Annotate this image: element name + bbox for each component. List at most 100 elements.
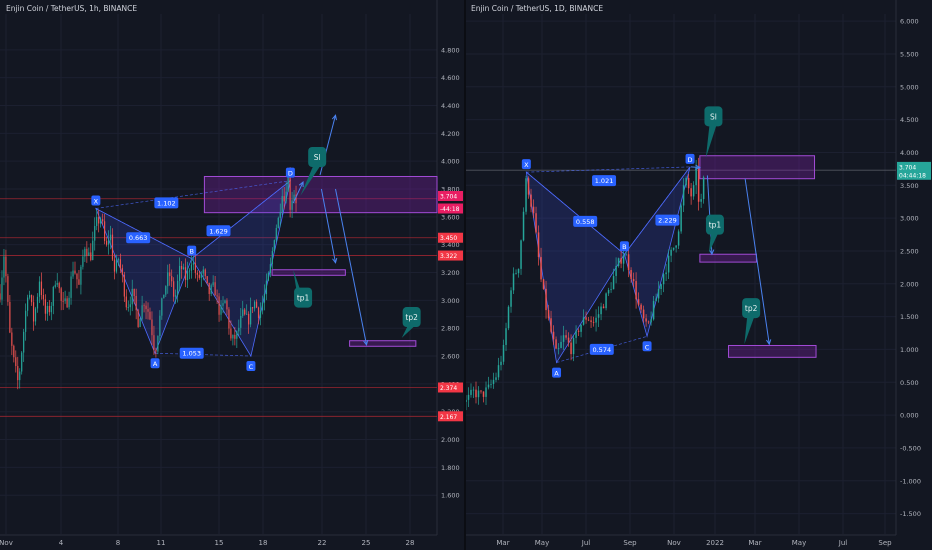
candle-body xyxy=(670,249,672,256)
candle-body xyxy=(137,310,139,328)
price-axis-tag xyxy=(438,411,463,422)
candle-body xyxy=(206,276,208,283)
candle-body xyxy=(44,299,46,314)
candle-body xyxy=(46,305,48,314)
pattern-ratio-line xyxy=(95,180,291,209)
pattern-point-a: A xyxy=(153,360,158,368)
candle-body xyxy=(630,270,632,280)
candle-body xyxy=(677,231,680,246)
candle-body xyxy=(510,290,512,307)
candle-body xyxy=(113,259,116,272)
fib-ratio-box xyxy=(179,347,204,359)
candle-body xyxy=(34,308,37,322)
candle-body xyxy=(540,257,542,280)
candle-body xyxy=(177,280,179,296)
candle-body xyxy=(552,331,555,340)
sl-zone xyxy=(699,155,816,180)
callout-pointer xyxy=(401,326,415,338)
candle-body xyxy=(562,335,565,342)
projection-arrow-head xyxy=(298,181,304,188)
candle-body xyxy=(647,321,650,323)
candle-body xyxy=(167,272,169,287)
candle-body xyxy=(125,296,127,308)
candle-body xyxy=(56,283,58,285)
pattern-ratio-line xyxy=(526,171,625,255)
candle-body xyxy=(121,268,123,275)
candle-body xyxy=(178,265,181,281)
fib-ratio-label: 1.629 xyxy=(209,227,228,235)
candle-body xyxy=(557,347,560,349)
candle-body xyxy=(188,270,191,272)
left-chart-title: Enjin Coin / TetherUS, 1h, BINANCE xyxy=(6,4,138,13)
y-tick-label: 1.800 xyxy=(441,464,460,472)
pattern-point-x: X xyxy=(94,197,99,205)
pattern-point-d-box xyxy=(285,167,295,178)
candle-body xyxy=(9,301,11,333)
callout-box xyxy=(294,287,313,308)
candle-body xyxy=(592,321,595,323)
y-tick-label: 3.000 xyxy=(900,215,919,223)
left-chart-pane[interactable]: 4.800 4.600 4.400 4.200 4.000 3.800 3.600 3.400… xyxy=(0,0,463,547)
candle-body xyxy=(208,282,210,294)
right-chart-pane[interactable]: 6.000 5.500 5.000 4.500 4.000 3.500 3.000 2.500… xyxy=(465,0,931,547)
projection-arrow-line xyxy=(744,178,770,345)
callout-box xyxy=(308,147,327,168)
candle-body xyxy=(66,298,68,308)
candle-body xyxy=(582,317,585,325)
candle-body xyxy=(281,196,283,212)
candle-body xyxy=(680,205,682,232)
candle-body xyxy=(133,288,135,296)
candle-body xyxy=(271,251,273,265)
candle-body xyxy=(0,293,1,300)
tp1-zone xyxy=(271,269,346,276)
candle-body xyxy=(567,337,570,343)
candle-body xyxy=(277,217,279,228)
pane-divider[interactable] xyxy=(464,0,466,550)
candle-body xyxy=(107,240,110,245)
candle-body xyxy=(105,240,108,245)
candle-body xyxy=(585,317,587,320)
candle-body xyxy=(505,328,507,345)
candle-body xyxy=(117,259,120,261)
x-tick-label: 11 xyxy=(157,539,166,547)
candle-body xyxy=(192,263,195,265)
candle-body xyxy=(236,331,238,339)
y-tick-label: 4.400 xyxy=(441,102,460,110)
candle-body xyxy=(622,255,625,264)
candle-body xyxy=(269,264,271,273)
candle-body xyxy=(131,288,133,305)
candle-body xyxy=(30,295,33,303)
candle-body xyxy=(637,299,640,305)
candle-body xyxy=(218,296,220,315)
candle-body xyxy=(657,289,660,299)
projection-arrow-head xyxy=(766,339,772,346)
callout-box xyxy=(742,298,761,319)
callout-pointer xyxy=(705,125,717,158)
x-tick-label: 8 xyxy=(116,539,120,547)
candle-body xyxy=(672,247,675,250)
fib-ratio-label: 1.021 xyxy=(595,177,614,185)
fib-ratio-label: 0.574 xyxy=(592,346,611,354)
projection-arrow-head xyxy=(331,114,337,121)
pattern-point-b: B xyxy=(622,243,626,251)
candle-body xyxy=(184,267,187,281)
candle-body xyxy=(555,339,557,349)
candle-body xyxy=(238,327,240,332)
callout-box xyxy=(402,307,421,328)
candle-body xyxy=(492,379,495,384)
y-tick-label: 2.800 xyxy=(441,325,460,333)
candle-body xyxy=(200,273,202,278)
candle-body xyxy=(226,300,228,310)
x-tick-label: Mar xyxy=(748,539,761,547)
callout-pointer xyxy=(300,166,321,196)
pattern-point-x: X xyxy=(524,161,529,169)
candle-body xyxy=(82,256,84,267)
candle-body xyxy=(547,310,550,319)
candle-body xyxy=(295,194,297,204)
y-tick-label: 1.600 xyxy=(441,492,460,500)
y-tick-label: 5.000 xyxy=(900,83,919,91)
candle-body xyxy=(615,265,617,276)
x-tick-label: 15 xyxy=(215,539,224,547)
price-axis-tag xyxy=(438,232,463,243)
candle-body xyxy=(70,276,72,298)
